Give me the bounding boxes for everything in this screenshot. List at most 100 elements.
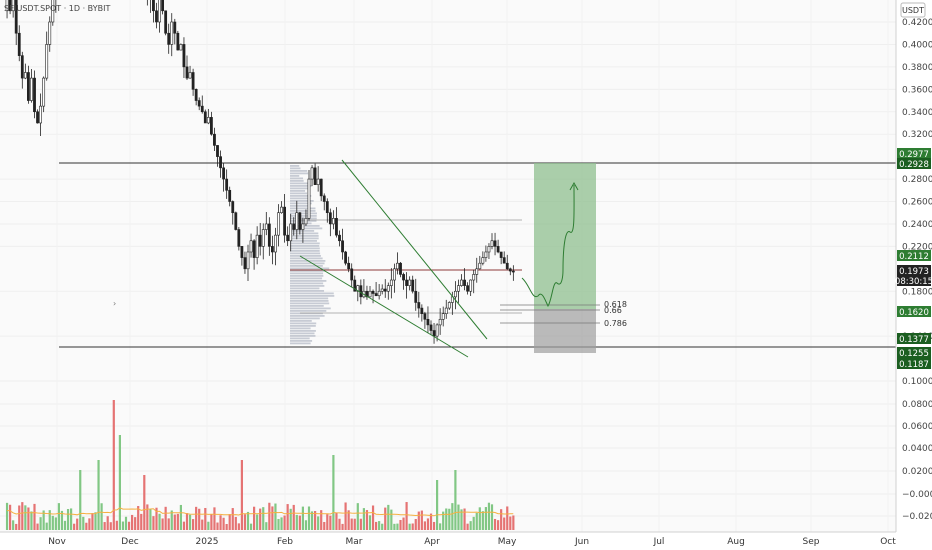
volume-bar <box>21 502 24 530</box>
volume-bar <box>39 517 42 530</box>
position-target-zone[interactable] <box>534 163 596 309</box>
volume-bar <box>408 523 411 530</box>
volume-bar <box>79 470 82 530</box>
price-badge <box>897 148 931 159</box>
volume-bar <box>320 510 323 530</box>
volume-bar <box>378 521 381 530</box>
volume-profile-bar <box>290 340 313 342</box>
candle-body <box>179 44 183 51</box>
price-badge-label: 0.2112 <box>899 252 929 262</box>
volume-bar <box>85 522 88 530</box>
volume-bar <box>466 523 469 530</box>
price-tick-label: 0.0400 <box>902 444 932 454</box>
volume-bars <box>5 400 515 530</box>
candle-body <box>152 0 155 12</box>
position-stop-zone[interactable] <box>534 309 596 353</box>
price-badge <box>897 265 931 276</box>
time-label: Jun <box>574 537 589 547</box>
candle-body <box>438 318 442 326</box>
volume-bar <box>295 514 298 530</box>
volume-bar <box>170 510 173 530</box>
candle-body <box>295 212 299 230</box>
volume-bar <box>115 520 118 530</box>
volume-profile-bar <box>290 270 325 272</box>
volume-profile-bar <box>290 165 300 167</box>
time-label: Dec <box>121 537 138 547</box>
projection-path <box>521 184 575 307</box>
volume-bar <box>338 518 341 530</box>
price-badge <box>897 275 931 286</box>
volume-bar <box>481 511 484 530</box>
candle-body <box>377 290 381 297</box>
candle-body <box>405 279 409 286</box>
candle-body <box>270 246 274 253</box>
candle-body <box>301 223 305 230</box>
volume-bar <box>393 523 396 530</box>
volume-profile-bar <box>290 285 325 287</box>
volume-bar <box>256 514 259 530</box>
volume-bar <box>387 504 390 530</box>
currency-badge[interactable] <box>900 2 926 18</box>
candle-body <box>359 285 363 298</box>
plot-area[interactable] <box>0 0 896 532</box>
candle-body <box>155 10 158 23</box>
volume-bar <box>231 508 234 530</box>
wedge-top-line[interactable] <box>341 159 488 340</box>
volume-bar <box>399 519 402 530</box>
candle-body <box>11 0 15 12</box>
candle-body <box>325 201 329 214</box>
volume-profile-bar <box>290 250 320 252</box>
volume-bar <box>100 503 103 530</box>
volume-profile-bar <box>290 245 320 247</box>
volume-bar <box>411 523 414 530</box>
volume-bar <box>198 508 201 530</box>
volume-bar <box>45 522 48 530</box>
volume-profile-bar <box>290 200 314 202</box>
time-axis[interactable] <box>0 532 896 550</box>
volume-profile-bar <box>290 327 311 330</box>
volume-bar <box>365 510 369 530</box>
fib-label-66: 0.66 <box>604 306 622 315</box>
volume-bar <box>350 518 353 530</box>
candle-body <box>200 105 204 113</box>
volume-bar <box>506 506 509 530</box>
volume-bar <box>289 508 292 530</box>
time-label: Jul <box>653 537 665 547</box>
wedge-bottom-line[interactable] <box>299 255 469 358</box>
candle-body <box>219 156 222 169</box>
candle-body <box>185 66 189 79</box>
candle-body <box>197 100 201 107</box>
volume-bar <box>445 508 448 530</box>
volume-bar <box>121 521 125 530</box>
candle-body <box>511 270 515 273</box>
volume-profile-bar <box>290 342 311 345</box>
volume-bar <box>94 512 97 530</box>
volume-bar <box>262 507 265 530</box>
volume-bar <box>9 504 12 530</box>
volume-profile-bar <box>290 177 304 180</box>
volume-bar <box>179 504 182 530</box>
volume-profile-bar <box>290 280 327 282</box>
candle-body <box>460 279 463 286</box>
volume-profile-bar <box>290 315 325 317</box>
volume-bar <box>207 521 210 530</box>
candle-body <box>383 288 387 292</box>
volume-profile-bar <box>290 332 315 335</box>
volume-profile-bar <box>290 335 316 337</box>
volume-bar <box>173 514 176 530</box>
candle-body <box>478 262 482 270</box>
candle-body <box>432 330 436 337</box>
candle-body <box>322 195 326 202</box>
volume-bar <box>426 518 430 530</box>
volume-profile-bar <box>290 305 324 307</box>
candle-body <box>408 279 412 286</box>
volume-profile-bar <box>290 180 304 182</box>
price-badge <box>897 158 931 169</box>
volume-bar <box>475 512 478 530</box>
candle-body <box>213 133 216 146</box>
candle-body <box>14 0 18 34</box>
candle-body <box>316 178 320 185</box>
volume-bar <box>97 460 100 530</box>
volume-bar <box>164 506 167 530</box>
